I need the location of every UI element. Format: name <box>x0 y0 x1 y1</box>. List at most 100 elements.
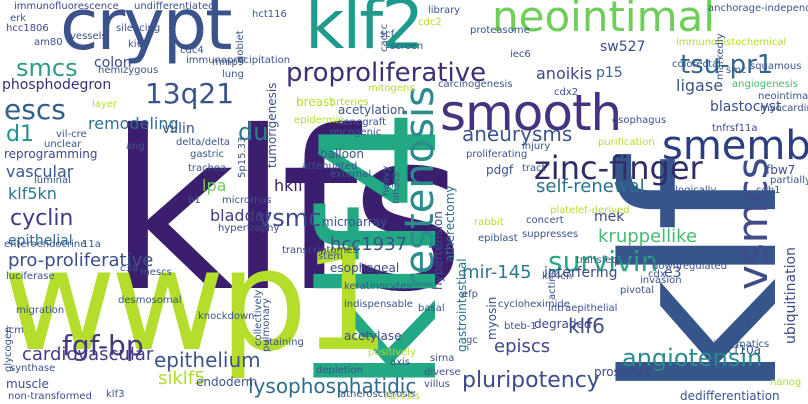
word-pro-proliferative: pro-proliferative <box>8 250 154 271</box>
word-epidermis: epidermis <box>294 115 344 126</box>
word-fgf-bp: fgf-bp <box>62 329 144 362</box>
word-attenuated: attenuated <box>302 161 358 172</box>
word-platelet-derived: platelet-derived <box>550 205 630 216</box>
word-partially: partially <box>770 175 808 186</box>
word-sw527: sw527 <box>600 39 646 55</box>
word-atherectomy: atherectomy <box>443 185 457 262</box>
word-5p15-33: 5p15.33 <box>237 136 248 178</box>
word-atherosclerosis: atherosclerosis <box>340 389 416 400</box>
word-prostates: prostates <box>594 365 651 379</box>
word-rabbit: rabbit <box>474 217 504 228</box>
word-scf: scf <box>380 29 395 40</box>
word-synthase: synthase <box>10 363 56 374</box>
word-depletion: depletion <box>316 365 363 376</box>
word-aneurysms: aneurysms <box>462 122 573 146</box>
word-gc: gc <box>466 335 478 346</box>
word-self-renewal: self-renewal <box>536 176 645 197</box>
word-hypertrophy: hypertrophy <box>218 223 280 234</box>
word-basal: basal <box>418 303 445 314</box>
word-e3: e3 <box>664 265 682 281</box>
word-lpa: lpa <box>202 176 227 195</box>
word-colon: colon <box>94 55 132 71</box>
word-cdh1: cdh1 <box>756 185 781 196</box>
word-fibrosis: fibrosis <box>384 391 420 402</box>
word-d1: d1 <box>6 122 34 147</box>
word-bteb-1: bteb-1 <box>504 321 537 332</box>
word-microarray: microarray <box>322 215 388 229</box>
word-blastocyst: blastocyst <box>710 99 782 115</box>
word-lung: lung <box>222 69 244 80</box>
word-remodeling: remodeling <box>88 114 179 133</box>
word-neointimal: neointimal <box>492 0 715 41</box>
word-reprogramming: reprogramming <box>4 147 98 161</box>
word-proliferating: proliferating <box>466 149 528 160</box>
word-hklf5: hklf5 <box>274 176 314 195</box>
word-cdx2: cdx2 <box>554 87 579 98</box>
word-vsmc: vsmc <box>258 204 322 232</box>
word-downregulated: downregulated <box>652 261 728 272</box>
word-b1: b1 <box>188 195 201 206</box>
word-unclear: unclear <box>44 139 82 150</box>
word-angiotensin: angiotensin <box>622 344 763 372</box>
word-dedifferentiation: dedifferentiation <box>680 389 780 403</box>
word-immunoprecipitation: immunoprecipitation <box>186 55 291 66</box>
word-cyclin: cyclin <box>10 206 74 231</box>
word-11a: 11a <box>82 239 101 250</box>
word-smc: smc <box>726 65 747 76</box>
word-sirna: sirna <box>430 353 455 364</box>
word-muscle: muscle <box>6 377 49 391</box>
word-degraded: degraded <box>534 317 592 331</box>
word-tract: tract <box>522 163 546 174</box>
word-invasion: invasion <box>640 275 682 286</box>
word-proproliferative: proproliferative <box>286 58 487 88</box>
word-esophagus: esophagus <box>612 115 667 126</box>
word-library: library <box>428 5 461 16</box>
word-nanog: nanog <box>770 377 802 388</box>
word-escs: escs <box>4 93 66 126</box>
word-delta-delta: delta/delta <box>176 137 231 148</box>
word-tnfrsf11a: tnfrsf11a <box>712 123 758 134</box>
word-colorectal: colorectal <box>672 59 721 70</box>
word-anoikis: anoikis <box>536 64 593 83</box>
word-klf4cn: klf4cn <box>542 271 573 282</box>
word-ki67: ki67 <box>128 39 150 50</box>
word-myosin: myosin <box>485 296 499 340</box>
word-vsmcs: vsmcs <box>728 157 777 290</box>
word-external: external <box>330 169 372 180</box>
word-icm: icm <box>6 325 25 336</box>
word-injury: injury <box>522 141 551 152</box>
word-trachea: trachea <box>188 163 227 174</box>
word-klfs: klfs <box>108 84 465 340</box>
word-nih3t3: nih3t3 <box>391 171 402 204</box>
word-c3a: c3a <box>120 263 138 274</box>
word-staining: staining <box>264 337 304 348</box>
word-zinc-finger: zinc-finger <box>534 149 703 187</box>
word-fbw7: fbw7 <box>766 163 796 177</box>
word-phosphodegron: phosphodegron <box>2 77 112 93</box>
word-gastric: gastric <box>190 149 224 160</box>
word-ang: ang <box>126 141 145 152</box>
word-transcriptomes: transcriptomes <box>282 245 358 256</box>
word-tumorigenesis: tumorigenesis <box>265 82 279 168</box>
word-hcc1806: hcc1806 <box>6 23 49 34</box>
word-knockdown: knockdown <box>198 311 255 322</box>
word-cdx: cdx <box>648 269 666 280</box>
word-immunohistochemical: immunohistochemical <box>676 37 787 48</box>
word-mir-145: mir-145 <box>462 262 532 283</box>
word-undifferentiated: undifferentiated <box>134 1 215 12</box>
word-erk: erk <box>10 13 27 24</box>
word-pdgf: pdgf <box>486 163 514 177</box>
word-ubiquitination: ubiquitination <box>783 247 799 344</box>
word-ligase: ligase <box>676 76 724 95</box>
word-cdc4: cdc4 <box>180 45 204 56</box>
word-mmp9: mmp9 <box>212 57 245 68</box>
word-transfection: transfection <box>576 255 637 266</box>
word-diverse: diverse <box>424 367 461 378</box>
word-squamous: squamous <box>750 61 802 72</box>
word-neointima: neointima <box>758 91 808 102</box>
word-mek: mek <box>594 209 625 225</box>
word-survivin: survivin <box>548 245 659 278</box>
word-efp: efp <box>462 289 479 300</box>
word-layer: layer <box>92 99 118 110</box>
